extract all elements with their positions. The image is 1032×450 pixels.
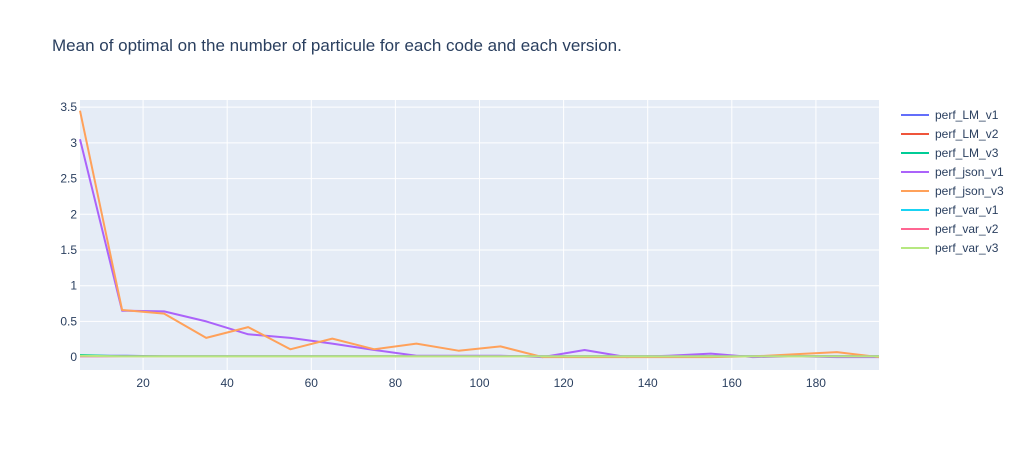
y-axis-ticks: 0 0.5 1 1.5 2 2.5 3 3.5 (60, 100, 77, 364)
legend-item-perf-var-v2[interactable]: perf_var_v2 (901, 222, 999, 236)
y-tick-label: 3 (70, 136, 77, 150)
y-tick-label: 2.5 (60, 172, 77, 186)
x-tick-label: 100 (469, 376, 489, 390)
x-gridlines (142, 100, 817, 370)
legend-label: perf_LM_v3 (935, 146, 999, 160)
legend-label: perf_json_v3 (935, 184, 1004, 198)
y-tick-label: 2 (70, 207, 77, 221)
x-tick-label: 160 (722, 376, 742, 390)
legend-label: perf_json_v1 (935, 165, 1004, 179)
y-tick-label: 1 (70, 279, 77, 293)
x-tick-label: 60 (305, 376, 319, 390)
y-tick-label: 3.5 (60, 100, 77, 114)
x-tick-label: 40 (221, 376, 235, 390)
y-tick-label: 0 (70, 350, 77, 364)
x-tick-label: 140 (638, 376, 658, 390)
legend-label: perf_LM_v1 (935, 108, 999, 122)
x-tick-label: 20 (136, 376, 150, 390)
legend-item-perf-LM-v2[interactable]: perf_LM_v2 (901, 127, 999, 141)
y-tick-label: 0.5 (60, 314, 77, 328)
y-tick-label: 1.5 (60, 243, 77, 257)
legend-item-perf-LM-v3[interactable]: perf_LM_v3 (901, 146, 999, 160)
series-line-perf-var-v3 (79, 354, 879, 358)
x-axis-ticks: 20 40 60 80 100 120 140 160 180 (136, 376, 826, 390)
x-tick-label: 80 (389, 376, 403, 390)
legend-item-perf-json-v1[interactable]: perf_json_v1 (901, 165, 1004, 179)
legend-label: perf_LM_v2 (935, 127, 999, 141)
legend-item-perf-var-v3[interactable]: perf_var_v3 (901, 241, 999, 255)
legend-item-perf-var-v1[interactable]: perf_var_v1 (901, 203, 999, 217)
chart-title: Mean of optimal on the number of particu… (52, 36, 622, 55)
legend-label: perf_var_v2 (935, 222, 999, 236)
legend-item-perf-LM-v1[interactable]: perf_LM_v1 (901, 108, 999, 122)
legend-item-perf-json-v3[interactable]: perf_json_v3 (901, 184, 1004, 198)
series-layer (79, 110, 880, 359)
x-tick-label: 120 (554, 376, 574, 390)
legend[interactable]: perf_LM_v1 perf_LM_v2 perf_LM_v3 perf_json_… (901, 108, 1004, 255)
legend-label: perf_var_v3 (935, 241, 999, 255)
x-tick-label: 180 (806, 376, 826, 390)
legend-label: perf_var_v1 (935, 203, 999, 217)
